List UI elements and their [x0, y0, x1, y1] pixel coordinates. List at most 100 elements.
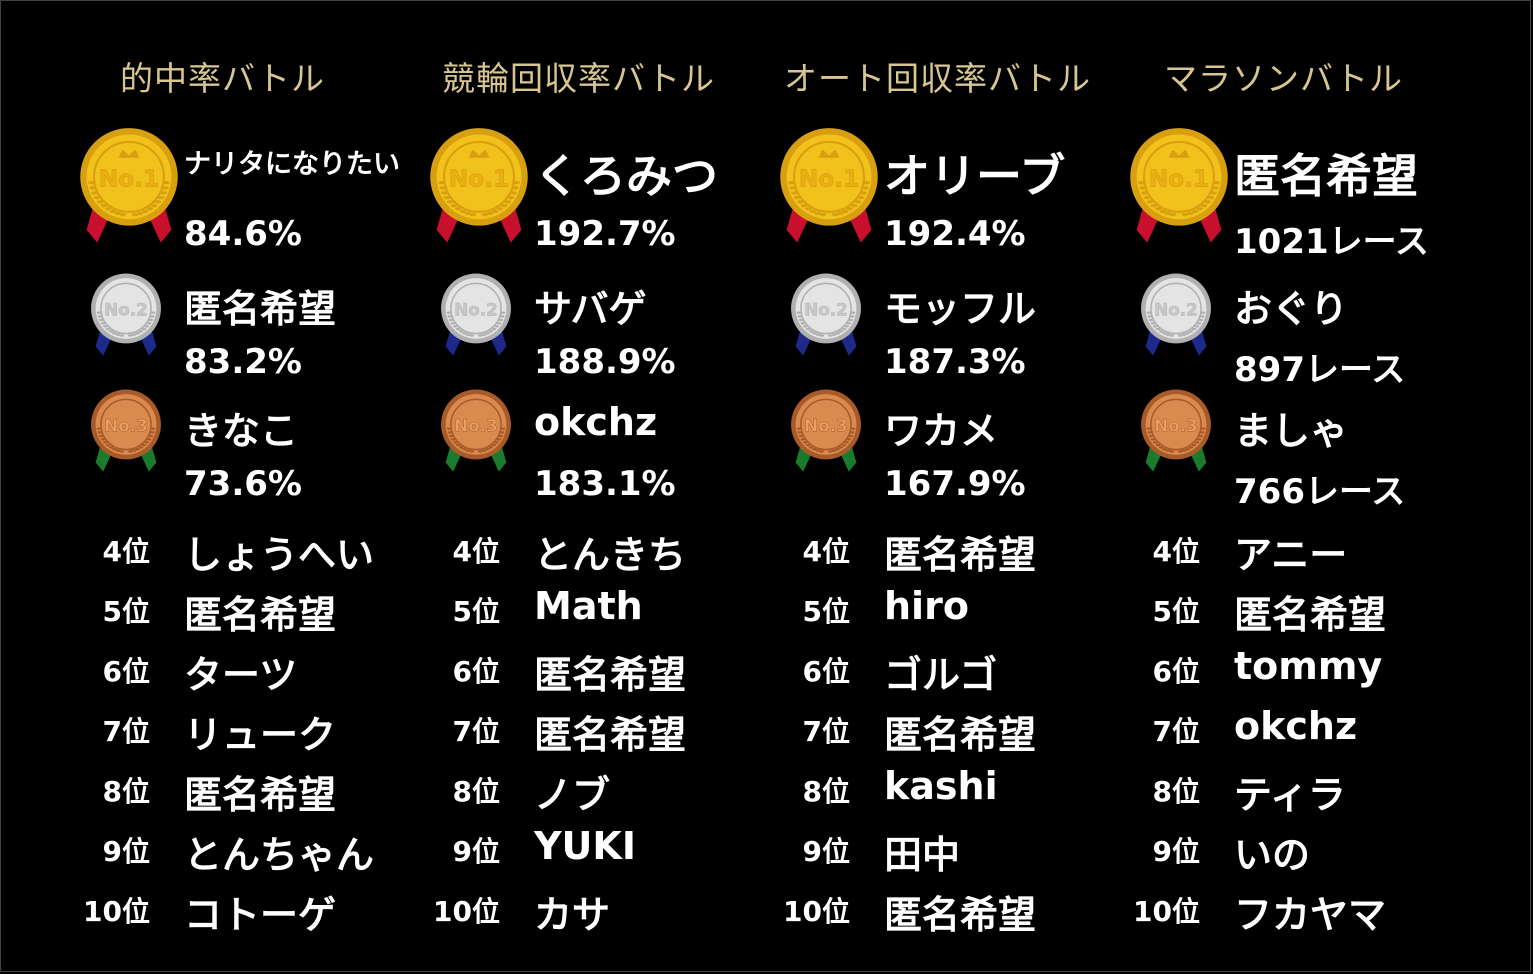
medal-label: No.2: [454, 299, 497, 319]
gold-medal: No.1: [776, 126, 882, 252]
medal-label: No.2: [1154, 299, 1197, 319]
rank-name: 匿名希望: [184, 593, 337, 637]
medal-label: No.1: [1149, 165, 1210, 192]
medal-label: No.3: [1154, 415, 1197, 435]
silver-medal-icon: No.2: [91, 273, 161, 356]
medal-label: No.1: [799, 165, 860, 192]
bronze-medal: No.3: [438, 388, 514, 479]
rank-1-value: 192.4%: [884, 214, 1026, 254]
rank-name: 匿名希望: [534, 653, 687, 697]
silver-medal: No.2: [88, 272, 164, 363]
rank-number: 4位: [802, 535, 850, 568]
bronze-medal-icon: No.3: [441, 389, 511, 472]
rank-name: フカヤマ: [1234, 893, 1387, 937]
rank-name: 匿名希望: [884, 533, 1037, 577]
rank-name: tommy: [1234, 644, 1383, 688]
gold-medal-icon: No.1: [780, 128, 878, 243]
rank-number: 4位: [1152, 535, 1200, 568]
rank-name: 匿名希望: [1234, 593, 1387, 637]
medal-label: No.1: [449, 165, 510, 192]
rank-number: 5位: [102, 595, 150, 628]
rank-number: 6位: [802, 655, 850, 688]
rank-number: 9位: [1152, 835, 1200, 868]
rank-number: 7位: [1152, 715, 1200, 748]
rank-3-name: きなこ: [184, 409, 299, 453]
rank-name: コトーゲ: [184, 893, 337, 937]
medal-label: No.3: [804, 415, 847, 435]
rank-number: 10位: [1133, 895, 1200, 928]
rank-1-name: ナリタになりたい: [184, 149, 400, 180]
rank-number: 7位: [102, 715, 150, 748]
rank-2-name: モッフル: [884, 287, 1037, 331]
rank-name: ティラ: [1234, 773, 1346, 817]
rank-number: 10位: [433, 895, 500, 928]
silver-medal-icon: No.2: [1141, 273, 1211, 356]
rank-2-name: おぐり: [1234, 287, 1349, 331]
medal-label: No.2: [104, 299, 147, 319]
rank-3-name: okchz: [534, 400, 658, 444]
keirin-return-battle-title: 競輪回収率バトル: [442, 59, 715, 98]
gold-medal: No.1: [1126, 126, 1232, 252]
rank-number: 9位: [102, 835, 150, 868]
silver-medal: No.2: [788, 272, 864, 363]
accuracy-battle-title: 的中率バトル: [120, 59, 325, 98]
auto-return-battle-title: オート回収率バトル: [784, 59, 1091, 98]
rank-2-value: 188.9%: [534, 342, 676, 382]
rank-name: とんちゃん: [184, 833, 375, 877]
rank-number: 10位: [783, 895, 850, 928]
rank-name: ゴルゴ: [884, 653, 998, 697]
rank-name: YUKI: [534, 824, 636, 868]
rank-name: いの: [1234, 833, 1311, 877]
rank-2-value: 187.3%: [884, 342, 1026, 382]
rank-number: 7位: [452, 715, 500, 748]
silver-medal: No.2: [438, 272, 514, 363]
silver-medal-icon: No.2: [791, 273, 861, 356]
gold-medal-icon: No.1: [80, 128, 178, 243]
bronze-medal: No.3: [88, 388, 164, 479]
rank-number: 8位: [452, 775, 500, 808]
rank-1-name: くろみつ: [534, 149, 718, 203]
rank-name: hiro: [884, 584, 969, 628]
rank-3-name: ワカメ: [884, 409, 999, 453]
rank-3-value: 183.1%: [534, 464, 676, 504]
rank-number: 8位: [1152, 775, 1200, 808]
rank-number: 6位: [1152, 655, 1200, 688]
rank-name: カサ: [534, 893, 611, 937]
rank-number: 4位: [452, 535, 500, 568]
medal-label: No.3: [454, 415, 497, 435]
rank-number: 7位: [802, 715, 850, 748]
bronze-medal: No.3: [1138, 388, 1214, 479]
rank-2-value: 83.2%: [184, 342, 302, 382]
rank-3-name: ましゃ: [1234, 409, 1349, 453]
rank-name: リューク: [184, 713, 337, 757]
rank-name: 匿名希望: [884, 893, 1037, 937]
gold-medal: No.1: [76, 126, 182, 252]
rank-2-name: サバゲ: [534, 287, 647, 331]
medal-label: No.1: [99, 165, 160, 192]
medal-label: No.2: [804, 299, 847, 319]
rank-1-name: 匿名希望: [1234, 149, 1418, 203]
rank-number: 6位: [102, 655, 150, 688]
rank-name: 匿名希望: [184, 773, 337, 817]
rank-name: kashi: [884, 764, 998, 808]
rank-number: 8位: [102, 775, 150, 808]
rank-number: 5位: [452, 595, 500, 628]
rank-name: しょうへい: [184, 533, 375, 577]
rank-1-value: 84.6%: [184, 214, 302, 254]
marathon-battle-title: マラソンバトル: [1164, 59, 1403, 98]
rank-name: 田中: [884, 833, 961, 877]
bronze-medal: No.3: [788, 388, 864, 479]
gold-medal-icon: No.1: [430, 128, 528, 243]
rank-number: 8位: [802, 775, 850, 808]
rank-3-value: 766レース: [1234, 472, 1406, 512]
silver-medal-icon: No.2: [441, 273, 511, 356]
rank-name: Math: [534, 584, 643, 628]
bronze-medal-icon: No.3: [791, 389, 861, 472]
gold-medal: No.1: [426, 126, 532, 252]
rank-1-value: 1021レース: [1234, 222, 1429, 262]
rank-name: アニー: [1234, 533, 1348, 577]
rank-name: 匿名希望: [884, 713, 1037, 757]
rank-2-name: 匿名希望: [184, 287, 337, 331]
rank-name: ターツ: [184, 653, 298, 697]
